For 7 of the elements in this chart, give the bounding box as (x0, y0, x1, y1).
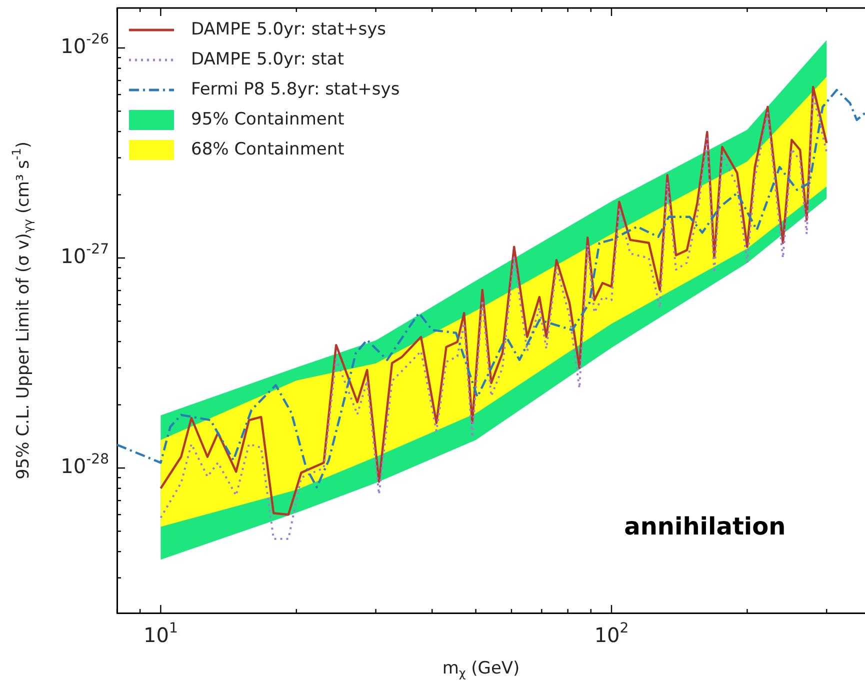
y-axis-title: 95% C.L. Upper Limit of (σ v)γγ (cm³ s-1) (9, 141, 36, 480)
legend-label: 68% Containment (191, 139, 345, 160)
legend-label: DAMPE 5.0yr: stat (191, 49, 344, 70)
annotation: annihilation (624, 512, 786, 541)
legend-label: 95% Containment (191, 109, 345, 130)
legend-label: DAMPE 5.0yr: stat+sys (191, 19, 386, 40)
legend-label: Fermi P8 5.8yr: stat+sys (191, 79, 400, 100)
